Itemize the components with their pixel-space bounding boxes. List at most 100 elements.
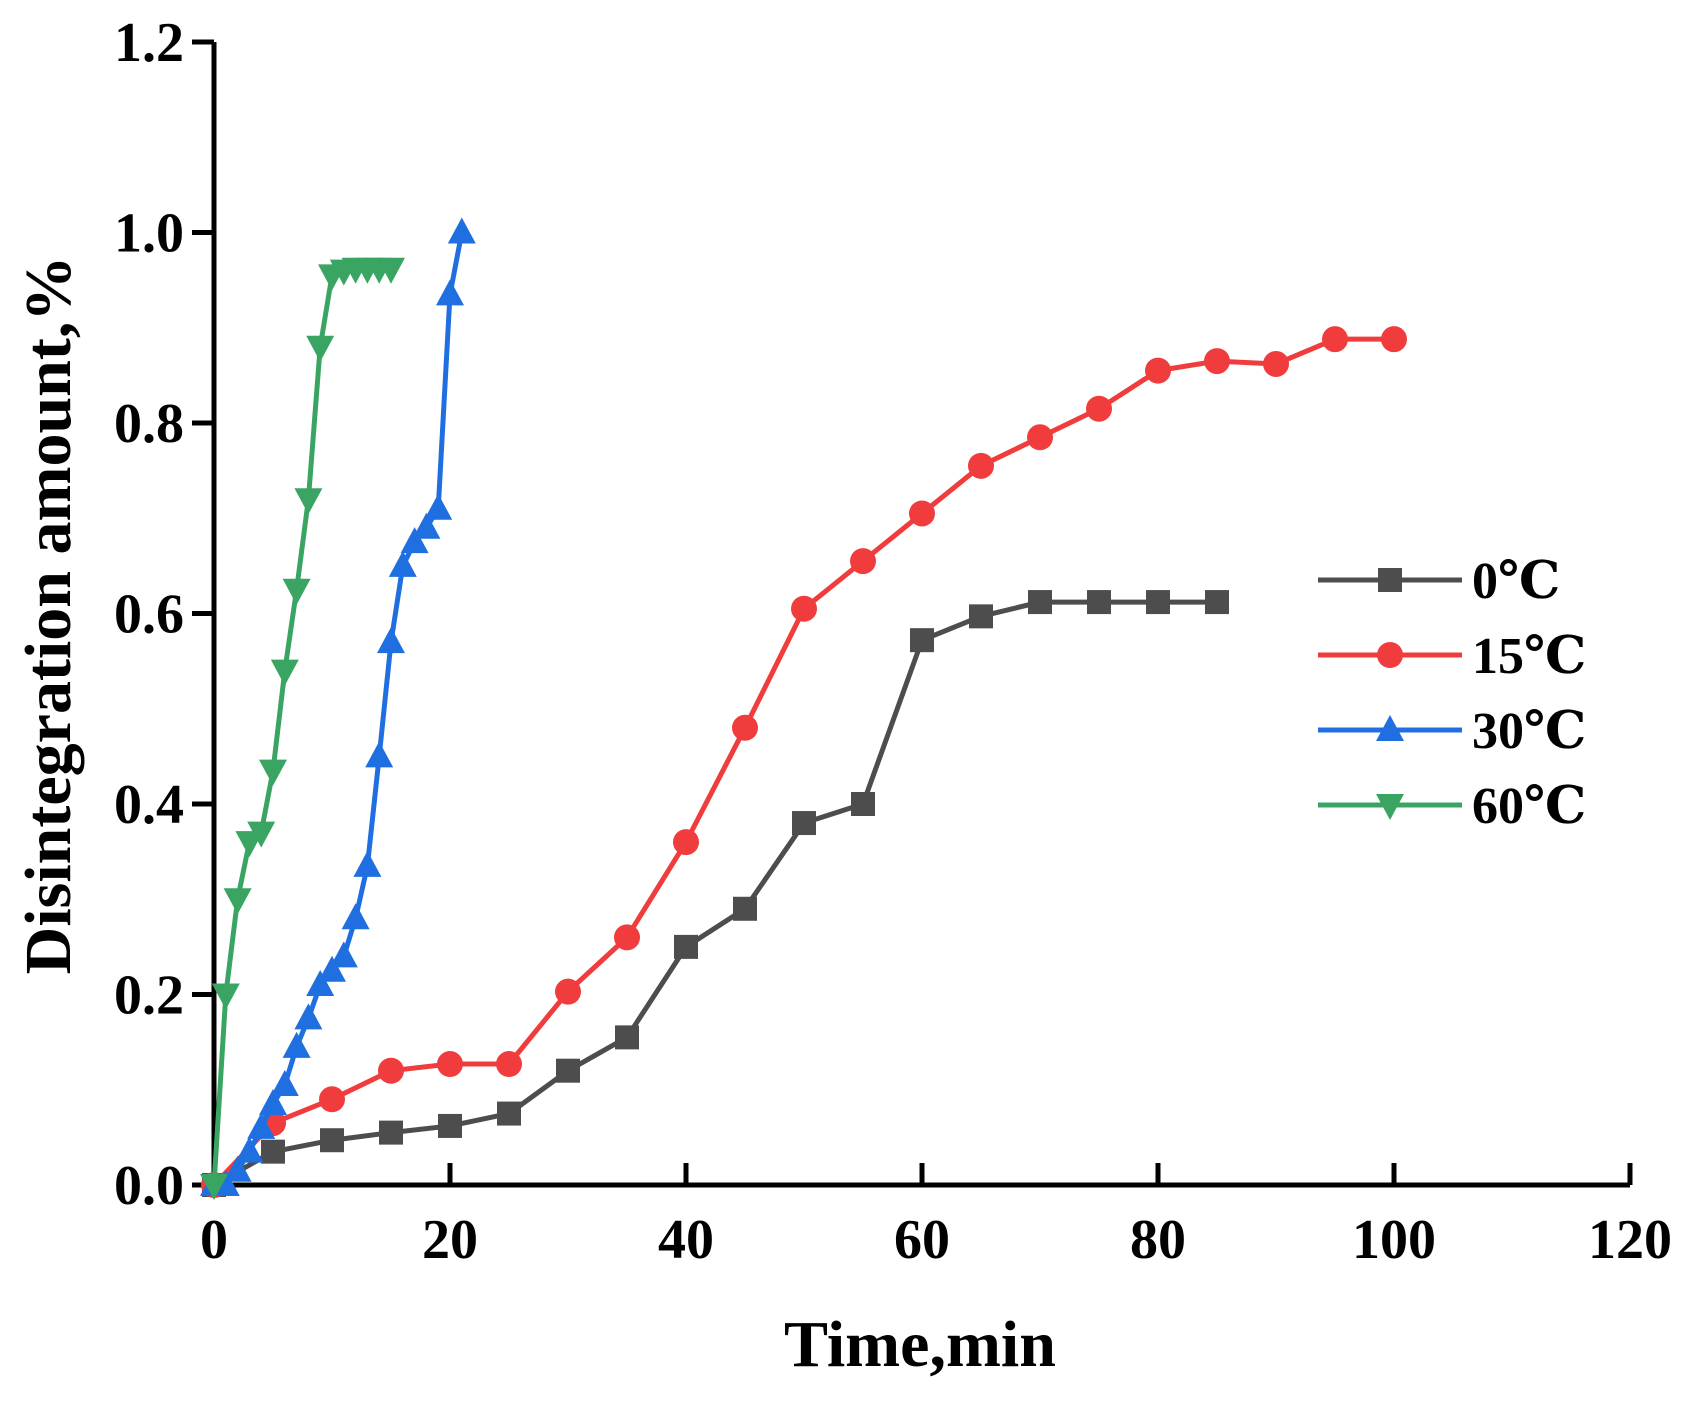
data-point [329,941,358,968]
data-point [259,1089,287,1116]
y-tick-label: 0.6 [114,584,184,646]
data-point [388,550,417,577]
data-point [615,1025,639,1050]
data-point [792,811,816,836]
y-tick-label: 0.2 [114,965,184,1027]
data-point [365,741,394,768]
series-3 [200,257,405,1200]
data-point [968,452,994,479]
data-point [200,1174,228,1200]
data-point [1322,326,1348,353]
data-point [282,1031,311,1058]
data-point [732,714,758,741]
data-point [378,1057,404,1084]
x-tick-label: 100 [1352,1209,1436,1271]
data-point [319,1086,345,1113]
x-tick-label: 120 [1588,1209,1672,1271]
legend-item: 15℃ [1318,628,1586,685]
data-point [674,934,698,959]
data-point [306,335,335,362]
data-point [211,983,240,1010]
data-point [282,578,311,605]
data-point [673,829,699,856]
data-point [379,1120,403,1145]
data-point [259,759,287,786]
data-point [261,1139,285,1164]
legend-label: 30℃ [1472,703,1586,760]
series-line [212,599,1217,1188]
data-point [733,896,757,921]
x-tick-label: 20 [422,1209,478,1271]
data-point [353,850,382,877]
data-point [400,527,429,554]
legend-item: 0℃ [1318,553,1560,610]
legend-marker [1376,794,1404,820]
data-point [223,888,252,915]
x-tick-label: 40 [658,1209,714,1271]
y-tick-label: 1.0 [114,203,184,265]
y-tick-label: 1.2 [114,12,184,74]
y-tick-label: 0.8 [114,393,184,455]
legend-label: 60℃ [1472,778,1586,835]
data-point [1205,590,1229,615]
series-layer [200,217,1407,1200]
data-point [318,955,346,982]
data-point [437,1051,463,1078]
data-point [1263,350,1289,377]
data-point [447,217,476,244]
data-point [306,969,335,996]
data-point [412,512,441,539]
data-point [1381,326,1407,353]
data-point [1146,590,1170,615]
data-point [247,1112,276,1139]
y-tick-label: 0.0 [114,1155,184,1217]
data-point [556,1058,580,1083]
data-point [436,279,464,306]
data-point [424,493,453,520]
data-point [1027,424,1053,451]
data-point [1145,357,1171,384]
series-0 [202,590,1229,1197]
x-tick-label: 80 [1130,1209,1186,1271]
data-point [247,821,276,848]
data-point [341,903,370,930]
data-point [496,1051,522,1078]
legend-item: 60℃ [1318,778,1586,835]
y-axis-title: Disintegration amount,% [12,256,85,975]
legend-marker [1378,568,1402,592]
data-point [377,257,405,284]
y-tick-label: 0.4 [114,774,184,836]
data-point [1087,590,1111,615]
data-point [910,628,934,653]
x-tick-label: 0 [200,1209,228,1271]
legend-item: 30℃ [1318,703,1586,760]
legend: 0℃ 15℃ 30℃ 60℃ [1318,553,1586,835]
data-point [850,548,876,575]
data-point [614,924,640,951]
data-point [270,659,299,686]
legend-label: 0℃ [1472,553,1560,610]
data-point [320,1128,344,1153]
series-2 [200,217,476,1196]
x-tick-label: 60 [894,1209,950,1271]
data-point [294,1003,323,1030]
data-point [270,1069,299,1096]
legend-marker [1376,715,1404,741]
axes: 0.0 0.2 0.4 0.6 0.8 1.0 1.2 0 20 40 60 80 100 120 [114,12,1672,1271]
data-point [497,1101,521,1126]
legend-marker [1377,642,1403,668]
data-point [235,1136,264,1163]
series-line [214,232,465,1188]
data-point [909,500,935,527]
data-point [377,627,405,654]
data-point [438,1113,462,1138]
data-point [791,595,817,622]
data-point [223,1155,252,1182]
data-point [1028,590,1052,615]
data-point [294,488,323,515]
data-point [1204,348,1230,375]
data-point [555,978,581,1005]
x-axis-title: Time,min [784,1308,1056,1381]
data-point [1086,395,1112,422]
